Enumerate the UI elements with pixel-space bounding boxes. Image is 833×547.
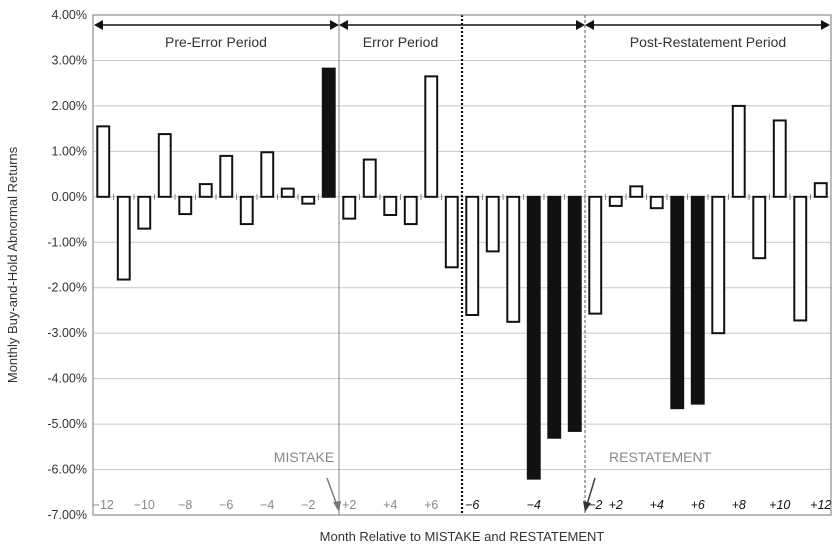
plot-frame xyxy=(92,14,832,516)
y-tick-label: -3.00% xyxy=(47,326,87,340)
arrow-head-right xyxy=(576,20,585,30)
bar xyxy=(485,195,500,253)
y-tick-label: 2.00% xyxy=(52,99,87,113)
x-tick-label: +6 xyxy=(691,498,705,512)
zero-line-ticks xyxy=(113,193,811,200)
arrow-head-left xyxy=(339,20,348,30)
bar xyxy=(588,195,603,315)
bar xyxy=(198,183,213,198)
pre-error-period-label: Pre-Error Period xyxy=(165,34,267,50)
bar xyxy=(547,195,562,439)
post-restatement-period-label: Post-Restatement Period xyxy=(630,34,786,50)
restatement-event-label: RESTATEMENT xyxy=(609,449,712,465)
x-tick-label: −2 xyxy=(588,498,602,512)
error-period-label: Error Period xyxy=(363,34,438,50)
x-tick-label: −12 xyxy=(93,498,114,512)
bar xyxy=(424,75,439,198)
bar xyxy=(116,195,131,281)
x-tick-label: +4 xyxy=(383,498,397,512)
x-tick-label: −8 xyxy=(178,498,192,512)
period-overlay: Pre-Error Period Error Period Post-Resta… xyxy=(94,15,830,515)
bar xyxy=(96,125,111,198)
bar xyxy=(772,119,787,198)
bar xyxy=(137,195,152,230)
y-tick-label: -6.00% xyxy=(47,463,87,477)
bar xyxy=(649,195,664,210)
bar xyxy=(731,104,746,198)
x-tick-label: +2 xyxy=(609,498,623,512)
bar xyxy=(567,195,582,432)
bar xyxy=(403,195,418,226)
y-tick-label: -2.00% xyxy=(47,281,87,295)
x-tick-label: +10 xyxy=(769,498,790,512)
bar xyxy=(260,151,275,198)
event-pointer-arrows xyxy=(326,477,596,512)
bar xyxy=(752,195,767,260)
x-tick-label: +2 xyxy=(342,498,356,512)
period-arrows xyxy=(94,20,830,30)
bar xyxy=(608,195,623,207)
arrow-head-right xyxy=(330,20,339,30)
y-tick-label: 4.00% xyxy=(52,8,87,22)
bar xyxy=(342,195,357,220)
x-tick-label: −6 xyxy=(465,498,479,512)
bar xyxy=(178,195,193,216)
bar xyxy=(813,182,828,198)
bar xyxy=(629,185,644,198)
y-axis-label: Monthly Buy-and-Hold Abnormal Returns xyxy=(5,146,20,383)
bar xyxy=(219,154,234,198)
x-tick-label: +12 xyxy=(810,498,831,512)
mistake-event-label: MISTAKE xyxy=(274,449,334,465)
y-tick-label: 3.00% xyxy=(52,53,87,67)
arrow-head-left xyxy=(585,20,594,30)
y-tick-label: 1.00% xyxy=(52,144,87,158)
arrow-head-left xyxy=(94,20,103,30)
arrow-head-right xyxy=(821,20,830,30)
x-tick-label: +8 xyxy=(732,498,746,512)
bar xyxy=(711,195,726,335)
mistake-pointer-head xyxy=(333,501,341,512)
restatement-pointer-head xyxy=(583,501,591,512)
bar xyxy=(444,195,459,269)
bar xyxy=(506,195,521,323)
y-tick-label: -7.00% xyxy=(47,508,87,522)
y-tick-label: -5.00% xyxy=(47,417,87,431)
bar xyxy=(793,195,808,322)
y-tick-label: 0.00% xyxy=(52,190,87,204)
x-tick-label: +4 xyxy=(650,498,664,512)
bar xyxy=(321,67,336,198)
bar xyxy=(526,195,541,480)
x-tick-label: −2 xyxy=(301,498,315,512)
bar xyxy=(690,195,705,405)
bar xyxy=(301,195,316,205)
x-axis-label: Month Relative to MISTAKE and RESTATEMEN… xyxy=(320,529,605,544)
x-tick-label: −10 xyxy=(134,498,155,512)
bar xyxy=(670,195,685,410)
bars xyxy=(96,67,828,480)
bar xyxy=(239,195,254,226)
x-tick-labels: −12 −10 −8 −6 −4 −2 +2 +4 +6 −6 −4 −2 +2 +4 +6 +8 +10 +12 xyxy=(93,498,832,512)
y-tick-labels: 4.00% 3.00% 2.00% 1.00% 0.00% -1.00% -2.00% -3.… xyxy=(47,8,87,522)
x-tick-label: −6 xyxy=(219,498,233,512)
y-tick-label: -4.00% xyxy=(47,372,87,386)
y-tick-label: -1.00% xyxy=(47,235,87,249)
bar xyxy=(280,187,295,198)
bar xyxy=(465,195,480,316)
x-tick-label: −4 xyxy=(527,498,541,512)
x-tick-label: +6 xyxy=(424,498,438,512)
bar xyxy=(383,195,398,216)
x-tick-label: −4 xyxy=(260,498,274,512)
bar xyxy=(157,133,172,198)
bar xyxy=(362,158,377,198)
